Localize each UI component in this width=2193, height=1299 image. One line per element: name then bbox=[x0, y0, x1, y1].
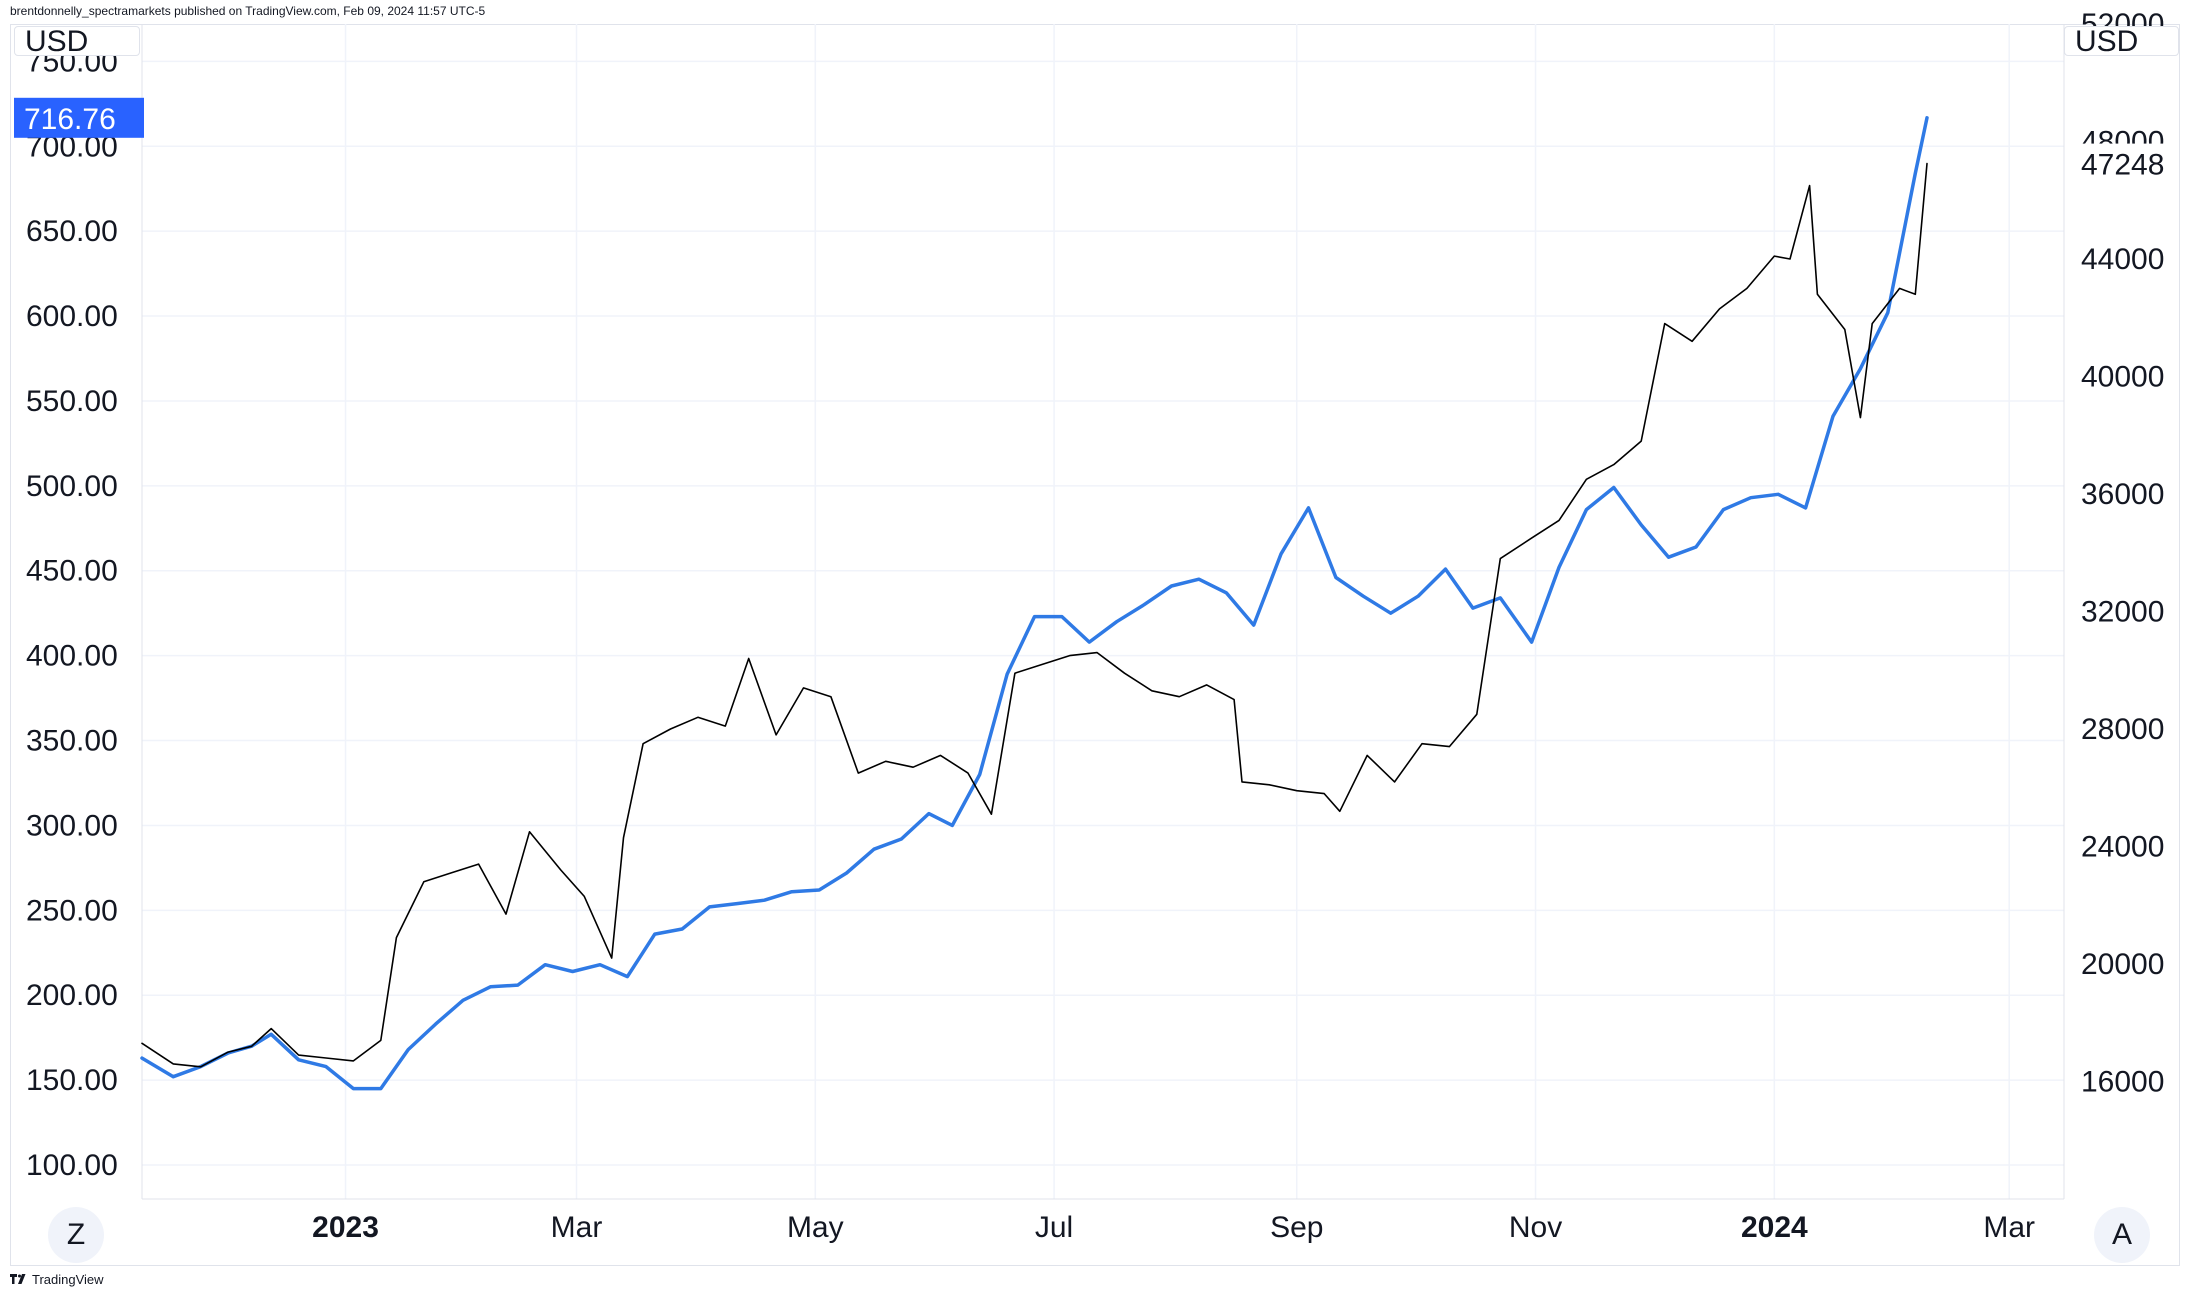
left-tick-label: 450.00 bbox=[26, 555, 118, 588]
auto-scale-button[interactable]: A bbox=[2094, 1207, 2150, 1263]
right-tick-label: 24000 bbox=[2081, 831, 2164, 864]
black-series-line bbox=[141, 162, 1928, 1068]
time-tick-label: Mar bbox=[551, 1211, 603, 1244]
publisher-note: brentdonnelly_spectramarkets published o… bbox=[10, 4, 486, 18]
reset-zoom-button[interactable]: Z bbox=[48, 1207, 104, 1263]
right-tick-label: 20000 bbox=[2081, 948, 2164, 981]
right-last-value-text: 47248 bbox=[2081, 149, 2164, 182]
time-tick-label: May bbox=[787, 1211, 844, 1244]
right-tick-label: 44000 bbox=[2081, 243, 2164, 276]
left-tick-label: 100.00 bbox=[26, 1149, 118, 1182]
left-tick-label: 600.00 bbox=[26, 300, 118, 333]
left-axis-labels[interactable]: 100.00 150.00 200.00 250.00 300.00 350.00 400.… bbox=[26, 45, 118, 1182]
time-tick-label: Mar bbox=[1983, 1211, 2035, 1244]
left-tick-label: 350.00 bbox=[26, 725, 118, 758]
left-tick-label: 300.00 bbox=[26, 809, 118, 842]
right-axis-labels[interactable]: 16000 20000 24000 28000 32000 36000 40000 44000… bbox=[2081, 8, 2164, 1099]
right-tick-label: 28000 bbox=[2081, 713, 2164, 746]
tradingview-logo-icon bbox=[10, 1273, 26, 1284]
right-last-value-badge bbox=[2066, 143, 2178, 184]
left-tick-label: 550.00 bbox=[26, 385, 118, 418]
grid bbox=[142, 24, 2064, 1199]
left-axis-currency[interactable]: USD bbox=[14, 26, 140, 57]
time-tick-label: Sep bbox=[1270, 1211, 1323, 1244]
time-axis-labels[interactable]: 2023 Mar May Jul Sep Nov 2024 Mar bbox=[312, 1211, 2035, 1244]
left-tick-label: 400.00 bbox=[26, 640, 118, 673]
left-tick-label: 150.00 bbox=[26, 1064, 118, 1097]
time-tick-label: 2024 bbox=[1741, 1211, 1808, 1244]
series bbox=[140, 116, 1929, 1091]
brand-label: TradingView bbox=[32, 1272, 104, 1287]
left-tick-label: 200.00 bbox=[26, 979, 118, 1012]
left-tick-label: 650.00 bbox=[26, 215, 118, 248]
time-tick-label: Nov bbox=[1509, 1211, 1562, 1244]
tradingview-brand[interactable]: TradingView bbox=[10, 1272, 104, 1287]
time-tick-label: Jul bbox=[1035, 1211, 1073, 1244]
last-value-labels: 716.76 47248 bbox=[14, 97, 2178, 184]
left-last-value-text: 716.76 bbox=[24, 103, 116, 136]
right-tick-label: 36000 bbox=[2081, 478, 2164, 511]
right-tick-label: 16000 bbox=[2081, 1066, 2164, 1099]
right-tick-label: 40000 bbox=[2081, 361, 2164, 394]
left-last-value-badge bbox=[14, 97, 144, 138]
left-tick-label: 250.00 bbox=[26, 894, 118, 927]
right-axis-currency[interactable]: USD bbox=[2064, 26, 2179, 57]
time-tick-label: 2023 bbox=[312, 1211, 379, 1244]
blue-series-line bbox=[140, 116, 1929, 1091]
right-tick-label: 32000 bbox=[2081, 596, 2164, 629]
chart-frame[interactable] bbox=[10, 24, 2180, 1266]
left-tick-label: 500.00 bbox=[26, 470, 118, 503]
